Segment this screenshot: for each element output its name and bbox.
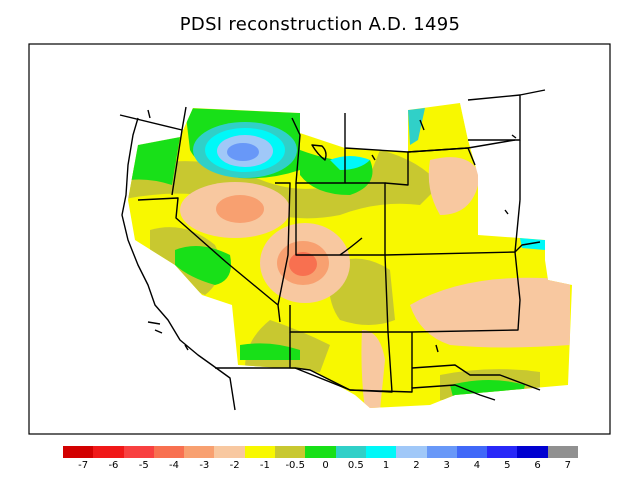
boundaries (119, 89, 546, 411)
legend-swatch-14 (487, 446, 518, 458)
legend-swatch-5 (214, 446, 245, 458)
cyan-wy (330, 156, 370, 170)
legend-tick-label: 1 (382, 460, 390, 471)
legend-tick-label: 0.5 (347, 460, 364, 471)
dakota-lines (467, 89, 546, 141)
legend-swatch-8 (305, 446, 336, 458)
great-salt-lake (339, 237, 363, 256)
legend-tick-label: -0.5 (285, 460, 305, 471)
teal-ne (408, 108, 425, 145)
legend-tick-label: -3 (199, 460, 210, 471)
cyan-e (520, 238, 545, 250)
legend-tick-label: -4 (169, 460, 180, 471)
small-lake-5 (504, 209, 509, 215)
legend-swatch-6 (244, 446, 276, 458)
legend-tick-label: -2 (229, 460, 240, 471)
channel-islands (147, 321, 189, 351)
mexico-border (215, 367, 496, 401)
green-ca (175, 246, 231, 285)
orange-ut (289, 252, 317, 276)
small-lake-6 (511, 134, 517, 139)
legend-tick-label: 3 (443, 460, 450, 471)
small-lake-1 (147, 109, 151, 119)
green-az-strip (240, 343, 300, 360)
green-nw (130, 137, 180, 185)
small-lake-3 (371, 154, 376, 161)
nv-ut-border (275, 182, 291, 306)
legend-swatch-15 (517, 446, 548, 458)
legend-swatches (63, 446, 579, 458)
legend-swatch-10 (365, 446, 397, 458)
small-lake-4 (435, 344, 439, 353)
salmon-nv (216, 195, 264, 223)
tx-panhandle (411, 364, 541, 391)
nm-tx-border (388, 251, 521, 388)
legend-swatch-7 (275, 446, 306, 458)
peach-se (410, 277, 570, 348)
legend-swatch-13 (456, 446, 488, 458)
olive-patch-ne (370, 150, 440, 205)
legend-swatch-2 (123, 446, 154, 458)
legend-swatch-9 (335, 446, 366, 458)
legend-tick-label: 0 (322, 460, 329, 471)
blue-id (227, 143, 259, 161)
legend-swatch-0 (63, 446, 94, 458)
legend-swatch-12 (426, 446, 457, 458)
legend-tick-label: -5 (138, 460, 149, 471)
legend-tick-label: -7 (78, 460, 89, 471)
color-legend: -7 -6 -5 -4 -3 -2 -1 -0.5 0 0.5 1 2 3 4 5 6 7 (63, 446, 579, 478)
legend-swatch-3 (153, 446, 185, 458)
peach-ne-plains (428, 157, 480, 215)
legend-tick-label: 5 (504, 460, 511, 471)
legend-tick-label: -6 (108, 460, 119, 471)
legend-swatch-1 (93, 446, 124, 458)
pacific-coastline (121, 117, 236, 411)
legend-tick-label: -1 (259, 460, 270, 471)
ca-nv-border (137, 197, 281, 323)
map-title: PDSI reconstruction A.D. 1495 (179, 14, 461, 35)
id-wy-border (181, 106, 409, 184)
small-lake-2 (419, 119, 425, 131)
map-frame (28, 43, 611, 435)
legend-swatch-16 (547, 446, 579, 458)
yellowstone-lake (311, 144, 327, 161)
ne-lines (407, 140, 521, 253)
green-se (450, 380, 525, 405)
legend-tick-label: 7 (564, 460, 572, 471)
legend-tick-label: 4 (473, 460, 481, 471)
legend-tick-label: 2 (413, 460, 420, 471)
legend-swatch-4 (184, 446, 215, 458)
legend-swatch-11 (396, 446, 427, 458)
legend-tick-label: 6 (534, 460, 541, 471)
